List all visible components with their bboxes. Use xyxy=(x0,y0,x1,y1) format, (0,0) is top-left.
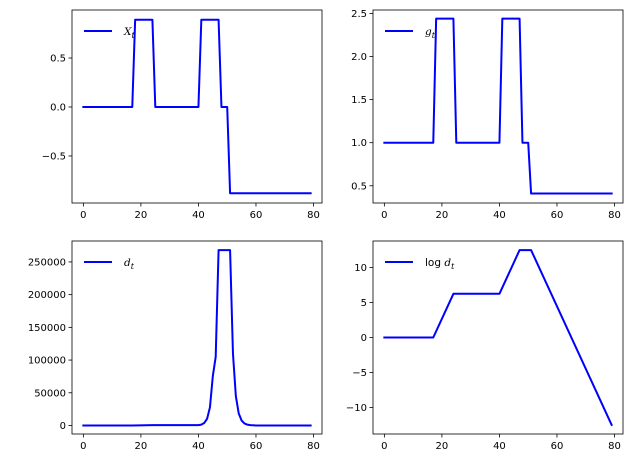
y-tick-label: 200000 xyxy=(28,290,66,301)
series xyxy=(383,17,613,195)
x-tick-label: 40 xyxy=(493,210,506,221)
y-tick-label: 0.5 xyxy=(50,54,66,65)
ticks: 0 20 40 60 80 −10 −5 0 5 10 xyxy=(346,263,621,452)
series-line xyxy=(82,18,312,195)
axes-frame xyxy=(71,240,323,435)
legend-label: gt xyxy=(425,26,436,40)
x-tick-label: 60 xyxy=(250,210,263,221)
axes-spines xyxy=(71,240,323,435)
legend: gt xyxy=(385,26,436,40)
legend-label: log dt xyxy=(425,257,455,271)
x-tick-label: 20 xyxy=(436,441,449,452)
axes-frame xyxy=(372,9,624,204)
x-tick-label: 40 xyxy=(493,441,506,452)
subplot-d-t: 0 20 40 60 80050000100000150000200000250000 … xyxy=(28,240,323,452)
y-tick-label: 1.0 xyxy=(351,138,367,149)
x-tick-label: 0 xyxy=(80,210,86,221)
axes-spines xyxy=(372,9,624,204)
legend-label: Xt xyxy=(123,26,135,40)
axes-spines xyxy=(71,9,323,204)
y-tick-label: −0.5 xyxy=(42,151,66,162)
series-line xyxy=(383,17,613,195)
legend: dt xyxy=(84,257,135,271)
axes-frame xyxy=(71,9,323,204)
series-line xyxy=(383,249,613,427)
y-tick-label: 2.0 xyxy=(351,52,367,63)
y-tick-label: 150000 xyxy=(28,323,66,334)
legend-label: dt xyxy=(124,257,135,271)
ticks: 0 20 40 60 80 −0.5 0.0 0.5 xyxy=(42,54,320,221)
y-tick-label: −5 xyxy=(352,368,367,379)
y-tick-label: 250000 xyxy=(28,257,66,268)
x-tick-label: 20 xyxy=(135,441,148,452)
x-tick-label: 20 xyxy=(135,210,148,221)
series xyxy=(383,249,613,427)
y-tick-label: 2.5 xyxy=(351,9,367,20)
y-tick-label: −10 xyxy=(346,403,367,414)
y-tick-label: 0.0 xyxy=(50,102,66,113)
y-tick-label: 100000 xyxy=(28,356,66,367)
x-tick-label: 80 xyxy=(307,441,320,452)
ticks: 0 20 40 60 80 0.5 1.0 1.5 2.0 2.5 xyxy=(351,9,621,221)
x-tick-label: 60 xyxy=(551,210,564,221)
legend: Xt xyxy=(84,26,135,40)
y-tick-label: 0 xyxy=(60,421,66,432)
x-tick-label: 0 xyxy=(381,210,387,221)
x-tick-label: 40 xyxy=(192,210,205,221)
subplot-log-d-t: 0 20 40 60 80 −10 −5 0 5 10 log dt xyxy=(346,240,624,452)
ticks: 0 20 40 60 80 0 50000 100000 150000 200000 250000 xyxy=(28,257,320,452)
series-line xyxy=(82,249,312,427)
series xyxy=(82,249,312,427)
series xyxy=(82,18,312,195)
subplot-g-t: 0 20 40 60 80 0.5 1.0 1.5 2.0 2.5 gt xyxy=(351,9,624,221)
x-tick-label: 60 xyxy=(250,441,263,452)
x-tick-label: 80 xyxy=(608,441,621,452)
x-tick-label: 20 xyxy=(436,210,449,221)
legend: log dt xyxy=(385,257,455,271)
y-tick-label: 0.5 xyxy=(351,181,367,192)
y-tick-label: 10 xyxy=(354,263,367,274)
x-tick-label: 80 xyxy=(307,210,320,221)
x-tick-label: 80 xyxy=(608,210,621,221)
y-tick-label: 1.5 xyxy=(351,95,367,106)
x-tick-label: 60 xyxy=(551,441,564,452)
y-tick-label: 50000 xyxy=(34,388,66,399)
x-tick-label: 0 xyxy=(80,441,86,452)
x-tick-label: 0 xyxy=(381,441,387,452)
y-tick-label: 5 xyxy=(361,298,367,309)
x-tick-label: 40 xyxy=(192,441,205,452)
y-tick-label: 0 xyxy=(361,333,367,344)
subplot-x-t: 0 20 40 60 80 −0.5 0.0 0.5 Xt xyxy=(42,9,323,221)
